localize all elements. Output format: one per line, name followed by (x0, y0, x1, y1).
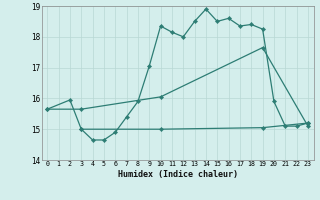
X-axis label: Humidex (Indice chaleur): Humidex (Indice chaleur) (118, 170, 237, 179)
